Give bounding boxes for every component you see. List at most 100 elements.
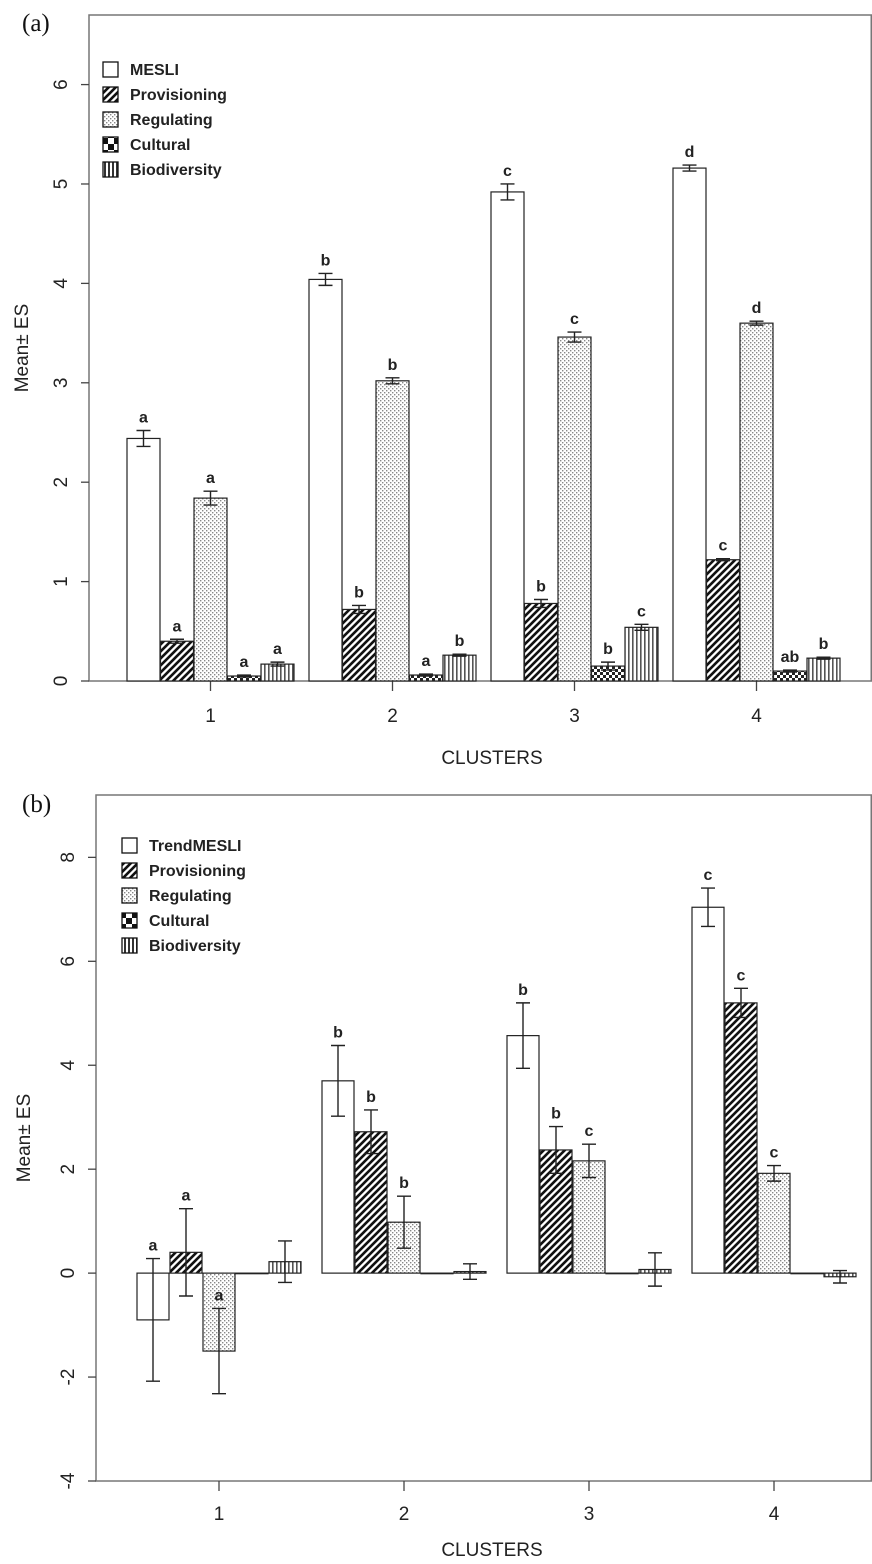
legend-entry: Regulating bbox=[130, 112, 213, 129]
significance-label: d bbox=[685, 144, 695, 161]
significance-label: a bbox=[149, 1238, 158, 1255]
error-bar bbox=[682, 164, 697, 172]
legend-entry: MESLI bbox=[130, 62, 179, 79]
y-tick-label: 1 bbox=[51, 576, 72, 587]
error-bar bbox=[716, 558, 730, 562]
panel-label: (b) bbox=[22, 791, 51, 818]
error-bar bbox=[816, 656, 831, 660]
significance-label: b bbox=[354, 584, 364, 601]
error-bar bbox=[767, 1164, 781, 1182]
error-bar bbox=[419, 673, 433, 677]
y-tick-label: 8 bbox=[58, 852, 79, 863]
x-tick-label: 2 bbox=[399, 1504, 410, 1525]
y-tick-label: 2 bbox=[58, 1164, 79, 1175]
y-tick-label: 4 bbox=[51, 278, 72, 289]
legend-swatch bbox=[121, 862, 138, 879]
significance-label: b bbox=[819, 636, 829, 653]
x-axis-title: CLUSTERS bbox=[441, 748, 542, 769]
error-bar bbox=[534, 598, 548, 609]
bar-mesli-cluster-3 bbox=[490, 191, 525, 682]
error-bar bbox=[278, 1240, 292, 1284]
error-bar bbox=[701, 887, 715, 928]
significance-label: c bbox=[770, 1145, 779, 1162]
significance-label: a bbox=[240, 654, 249, 671]
x-tick-label: 2 bbox=[387, 706, 398, 727]
plot-frame bbox=[95, 794, 872, 1482]
bar-cultural-cluster-3 bbox=[605, 1272, 639, 1275]
x-tick-label: 3 bbox=[569, 706, 580, 727]
significance-label: b bbox=[388, 357, 398, 374]
significance-label: b bbox=[399, 1175, 409, 1192]
error-bar bbox=[601, 661, 615, 671]
x-tick-label: 4 bbox=[769, 1504, 780, 1525]
legend-entry: Biodiversity bbox=[149, 938, 241, 955]
significance-label: a bbox=[182, 1188, 191, 1205]
error-bar bbox=[352, 604, 366, 615]
legend-entry: Cultural bbox=[149, 913, 209, 930]
error-bar bbox=[463, 1263, 477, 1281]
significance-label: b bbox=[603, 641, 613, 658]
error-bar bbox=[549, 1125, 563, 1175]
error-bar bbox=[516, 1002, 530, 1070]
legend-swatch bbox=[102, 86, 119, 103]
significance-label: c bbox=[585, 1123, 594, 1140]
bar-trendmesli-cluster-4 bbox=[691, 906, 725, 1274]
legend-entry: Cultural bbox=[130, 137, 190, 154]
significance-label: a bbox=[273, 641, 282, 658]
y-tick-label: 0 bbox=[58, 1268, 79, 1279]
bar-regulating-cluster-4 bbox=[757, 1172, 791, 1274]
significance-label: b bbox=[333, 1024, 343, 1041]
bar-trendmesli-cluster-3 bbox=[506, 1035, 540, 1274]
significance-label: ab bbox=[781, 649, 800, 666]
significance-label: a bbox=[206, 470, 215, 487]
bar-cultural-cluster-2 bbox=[420, 1272, 454, 1275]
error-bar bbox=[634, 623, 649, 632]
y-tick-label: 5 bbox=[51, 179, 72, 190]
bar-cultural-cluster-1 bbox=[235, 1272, 269, 1275]
significance-label: b bbox=[366, 1089, 376, 1106]
bar-regulating-cluster-1 bbox=[193, 497, 228, 682]
error-bar bbox=[397, 1195, 411, 1249]
significance-label: c bbox=[704, 867, 713, 884]
significance-label: c bbox=[637, 603, 646, 620]
legend-swatch bbox=[121, 887, 138, 904]
x-tick-label: 1 bbox=[205, 706, 216, 727]
bar-biodiversity-cluster-2 bbox=[442, 654, 477, 682]
error-bar bbox=[385, 377, 400, 385]
legend-swatch bbox=[121, 837, 138, 854]
legend-entry: Provisioning bbox=[149, 863, 246, 880]
legend-entry: Provisioning bbox=[130, 87, 227, 104]
bar-mesli-cluster-4 bbox=[672, 167, 707, 682]
bar-regulating-cluster-3 bbox=[557, 336, 592, 682]
x-tick-label: 4 bbox=[751, 706, 762, 727]
significance-label: b bbox=[536, 578, 546, 595]
significance-label: c bbox=[503, 163, 512, 180]
error-bar bbox=[212, 1307, 226, 1395]
bar-provisioning-cluster-2 bbox=[341, 608, 377, 682]
error-bar bbox=[318, 272, 333, 287]
legend-swatch bbox=[102, 111, 119, 128]
bar-mesli-cluster-2 bbox=[308, 278, 343, 682]
y-tick-label: -2 bbox=[58, 1369, 79, 1386]
error-bar bbox=[170, 638, 184, 644]
error-bar bbox=[452, 653, 467, 657]
error-bar bbox=[237, 674, 251, 678]
error-bar bbox=[331, 1044, 345, 1117]
significance-label: a bbox=[139, 410, 148, 427]
legend-swatch bbox=[121, 912, 138, 929]
legend-swatch bbox=[102, 136, 119, 153]
x-tick-label: 3 bbox=[584, 1504, 595, 1525]
error-bar bbox=[582, 1143, 596, 1179]
bar-regulating-cluster-2 bbox=[375, 380, 410, 682]
legend: MESLI Provisioning Regulating Cultural Biodi… bbox=[102, 61, 227, 179]
bar-regulating-cluster-4 bbox=[739, 322, 774, 682]
error-bar bbox=[749, 320, 764, 326]
x-axis-title: CLUSTERS bbox=[441, 1540, 542, 1561]
error-bar bbox=[833, 1269, 847, 1284]
error-bar bbox=[567, 331, 582, 343]
bar-provisioning-cluster-2 bbox=[354, 1131, 388, 1274]
significance-label: c bbox=[719, 538, 728, 555]
error-bar bbox=[136, 429, 151, 448]
significance-label: b bbox=[518, 982, 528, 999]
